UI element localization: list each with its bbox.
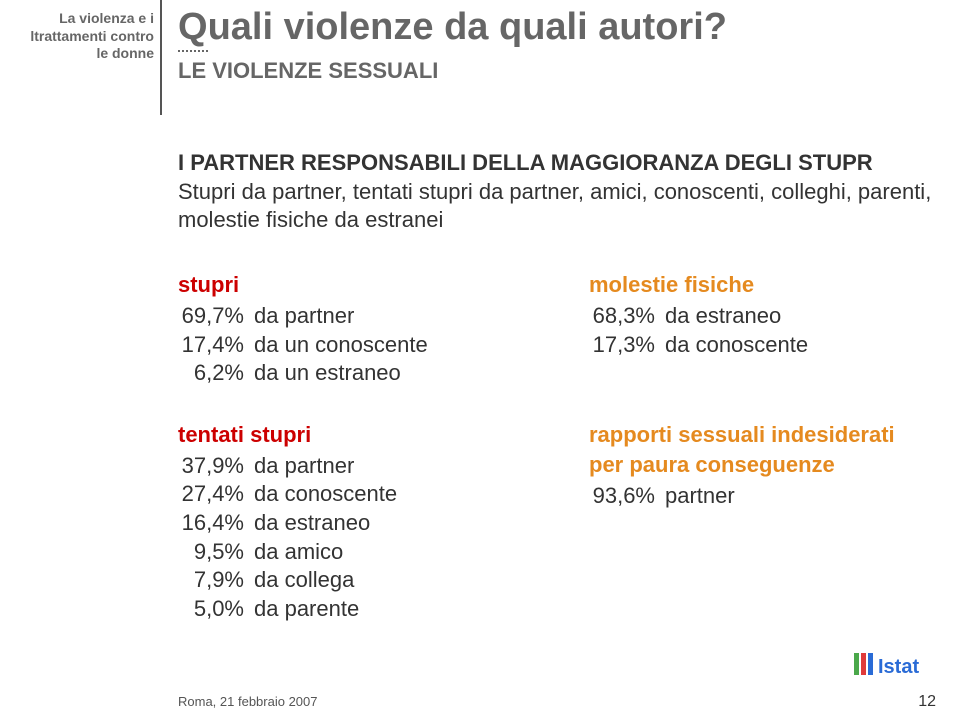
block-stupri: stupri 69,7%da partner 17,4%da un conosc… xyxy=(178,272,529,388)
block-tentati: tentati stupri 37,9%da partner 27,4%da c… xyxy=(178,422,529,624)
block-title: molestie fisiche xyxy=(589,272,940,298)
stat-row: 37,9%da partner xyxy=(178,452,529,481)
stat-label: da amico xyxy=(254,538,529,567)
stat-pct: 16,4% xyxy=(178,509,254,538)
stat-row: 16,4%da estraneo xyxy=(178,509,529,538)
stat-pct: 27,4% xyxy=(178,480,254,509)
stat-pct: 68,3% xyxy=(589,302,665,331)
stat-row: 27,4%da conoscente xyxy=(178,480,529,509)
stat-label: da conoscente xyxy=(665,331,940,360)
stat-pct: 5,0% xyxy=(178,595,254,624)
page-subtitle: LE VIOLENZE SESSUALI xyxy=(178,58,438,84)
side-label-line: La violenza e i xyxy=(0,10,154,28)
content-columns: stupri 69,7%da partner 17,4%da un conosc… xyxy=(178,272,940,657)
stat-pct: 7,9% xyxy=(178,566,254,595)
stat-label: da partner xyxy=(254,302,529,331)
stat-label: da estraneo xyxy=(254,509,529,538)
stat-label: da partner xyxy=(254,452,529,481)
stat-label: da estraneo xyxy=(665,302,940,331)
stat-row: 9,5%da amico xyxy=(178,538,529,567)
title-rest: uali violenze da quali autori? xyxy=(208,6,727,48)
istat-logo-icon: Istat xyxy=(854,649,942,685)
block-title: stupri xyxy=(178,272,529,298)
right-column: molestie fisiche 68,3%da estraneo 17,3%d… xyxy=(589,272,940,657)
stat-pct: 17,4% xyxy=(178,331,254,360)
stat-label: da collega xyxy=(254,566,529,595)
side-label-line: le donne xyxy=(0,45,154,63)
footer-text: Roma, 21 febbraio 2007 xyxy=(178,694,317,709)
side-label: La violenza e i ltrattamenti contro le d… xyxy=(0,10,158,63)
stat-pct: 9,5% xyxy=(178,538,254,567)
stat-label: da conoscente xyxy=(254,480,529,509)
stat-pct: 69,7% xyxy=(178,302,254,331)
stat-row: 6,2%da un estraneo xyxy=(178,359,529,388)
stat-row: 93,6%partner xyxy=(589,482,940,511)
vertical-divider xyxy=(160,0,162,115)
stat-row: 17,3%da conoscente xyxy=(589,331,940,360)
page-number: 12 xyxy=(918,693,936,711)
block-rapporti: rapporti sessuali indesiderati per paura… xyxy=(589,422,940,511)
stat-label: da un conoscente xyxy=(254,331,529,360)
stat-label: partner xyxy=(665,482,940,511)
block-molestie: molestie fisiche 68,3%da estraneo 17,3%d… xyxy=(589,272,940,388)
stat-row: 68,3%da estraneo xyxy=(589,302,940,331)
stat-pct: 93,6% xyxy=(589,482,665,511)
side-label-line: ltrattamenti contro xyxy=(0,28,154,46)
page-title: Quali violenze da quali autori? xyxy=(178,6,727,49)
stat-label: da parente xyxy=(254,595,529,624)
left-column: stupri 69,7%da partner 17,4%da un conosc… xyxy=(178,272,529,657)
stat-row: 17,4%da un conoscente xyxy=(178,331,529,360)
stat-row: 5,0%da parente xyxy=(178,595,529,624)
block-title: per paura conseguenze xyxy=(589,452,940,478)
stat-row: 69,7%da partner xyxy=(178,302,529,331)
stat-label: da un estraneo xyxy=(254,359,529,388)
logo-text: Istat xyxy=(878,656,919,678)
stat-pct: 6,2% xyxy=(178,359,254,388)
stat-row: 7,9%da collega xyxy=(178,566,529,595)
block-title: tentati stupri xyxy=(178,422,529,448)
title-initial: Q xyxy=(178,6,208,52)
slide: La violenza e i ltrattamenti contro le d… xyxy=(0,0,960,725)
block-title: rapporti sessuali indesiderati xyxy=(589,422,940,448)
section-heading: I PARTNER RESPONSABILI DELLA MAGGIORANZA… xyxy=(178,150,956,176)
stat-pct: 17,3% xyxy=(589,331,665,360)
stat-pct: 37,9% xyxy=(178,452,254,481)
section-subtext: Stupri da partner, tentati stupri da par… xyxy=(178,178,950,233)
